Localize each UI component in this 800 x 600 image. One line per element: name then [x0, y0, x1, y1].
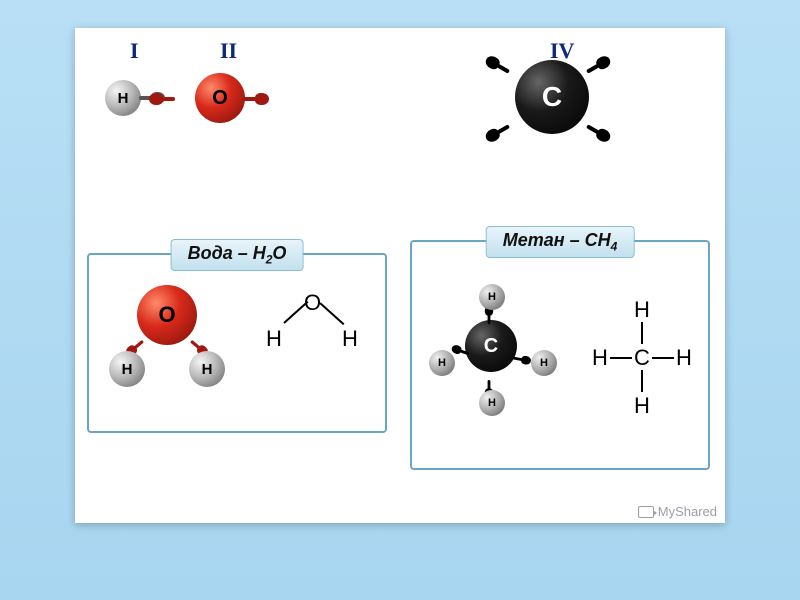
methane-H-top-label: H — [488, 291, 496, 303]
hand-icon — [584, 54, 613, 77]
watermark: MyShared — [638, 504, 717, 519]
methane-H-right: H — [531, 350, 557, 376]
struct-H1: H — [266, 326, 282, 352]
bond-line — [652, 357, 674, 359]
atom-O-sphere: O — [195, 73, 245, 123]
methane-H-top: H — [479, 284, 505, 310]
panel-methane: Метан – CH4 C H H H H H H C H H — [410, 240, 710, 470]
watermark-shared: Shared — [675, 504, 717, 519]
title-prefix: Вода – H — [188, 243, 266, 263]
bond-line — [319, 302, 344, 325]
bond-line — [641, 370, 643, 392]
valency-label-II: II — [220, 38, 237, 64]
watermark-my: My — [658, 504, 675, 519]
struct-H-right: H — [676, 345, 692, 371]
title-prefix: Метан – CH — [503, 230, 611, 250]
methane-C-sphere: C — [465, 320, 517, 372]
atom-C-label: C — [542, 81, 562, 113]
struct-C: C — [634, 345, 650, 371]
title-suffix: O — [272, 243, 286, 263]
water-H2-sphere: H — [189, 351, 225, 387]
bond-line — [610, 357, 632, 359]
struct-H-top: H — [634, 297, 650, 323]
panel-methane-title: Метан – CH4 — [486, 226, 635, 258]
watermark-logo-icon — [638, 506, 654, 518]
struct-H-bottom: H — [634, 393, 650, 419]
methane-H-bottom: H — [479, 390, 505, 416]
water-H2-label: H — [202, 361, 213, 378]
methane-C-label: C — [484, 335, 498, 358]
valency-label-I: I — [130, 38, 139, 64]
water-H1-sphere: H — [109, 351, 145, 387]
panel-water-title: Вода – H2O — [171, 239, 304, 271]
atom-H-label: H — [118, 90, 129, 107]
panel-water: Вода – H2O O H H O H H — [87, 253, 387, 433]
hand-icon — [512, 354, 531, 365]
water-H1-label: H — [122, 361, 133, 378]
methane-H-left: H — [429, 350, 455, 376]
title-sub: 4 — [611, 240, 618, 254]
methane-H-right-label: H — [540, 357, 548, 369]
hand-icon — [584, 121, 613, 144]
hand-icon — [243, 93, 269, 105]
water-O-label: O — [158, 302, 175, 328]
atom-H-sphere: H — [105, 80, 141, 116]
atom-O-label: O — [212, 87, 228, 110]
hand-icon — [149, 93, 175, 105]
watermark-text: MyShared — [658, 504, 717, 519]
methane-H-left-label: H — [438, 357, 446, 369]
methane-H-bottom-label: H — [488, 397, 496, 409]
title-sub: 2 — [266, 253, 273, 267]
atom-C-sphere: C — [515, 60, 589, 134]
bond-line — [641, 322, 643, 344]
struct-H2: H — [342, 326, 358, 352]
water-O-sphere: O — [137, 285, 197, 345]
hand-icon — [483, 54, 512, 77]
struct-H-left: H — [592, 345, 608, 371]
hand-icon — [483, 121, 512, 144]
diagram-canvas: I II IV H O C Вода – H2O O H H O — [75, 28, 725, 523]
